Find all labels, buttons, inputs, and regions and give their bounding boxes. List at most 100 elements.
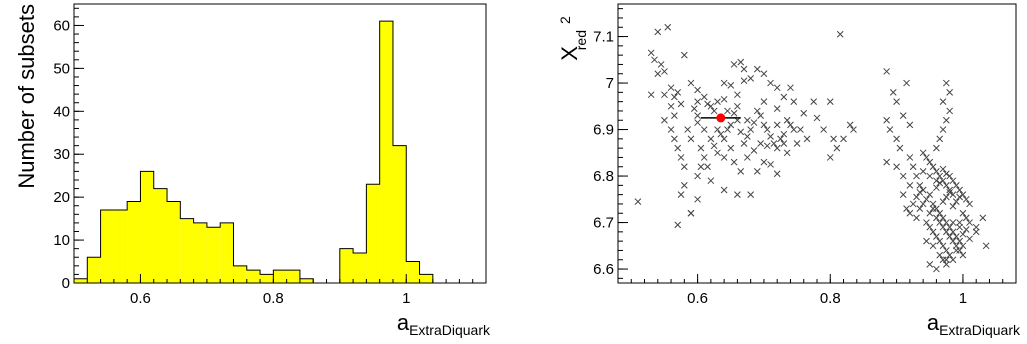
scatter-point	[743, 154, 751, 161]
scatter-point	[972, 228, 980, 236]
scatter-point	[654, 70, 662, 78]
scatter-point	[694, 119, 701, 126]
scatter-point	[687, 79, 695, 87]
scatter-point	[959, 209, 967, 217]
scatter-point	[677, 100, 685, 108]
scatter-point	[942, 219, 950, 226]
scatter-point	[926, 191, 934, 199]
scatter-point	[671, 112, 678, 119]
scatter-point	[952, 233, 960, 240]
scatter-point	[730, 158, 738, 166]
histogram-bar	[406, 261, 420, 283]
scatter-point	[767, 133, 774, 140]
scatter-point	[956, 193, 963, 201]
scatter-y-axis-label-superscript: 2	[557, 16, 573, 24]
scatter-x-axis-label: aExtraDiquark	[927, 310, 1021, 338]
scatter-point	[734, 102, 741, 110]
scatter-point	[813, 114, 821, 122]
scatter-point	[651, 56, 658, 64]
scatter-highlight-point	[716, 113, 726, 123]
scatter-point	[714, 149, 721, 157]
scatter-point	[740, 65, 748, 73]
scatter-point	[923, 154, 930, 161]
scatter-x-tick-label: 0.6	[687, 290, 708, 307]
scatter-point	[747, 126, 755, 133]
scatter-point	[724, 107, 731, 115]
scatter-point	[753, 168, 761, 175]
histogram-bar	[366, 184, 380, 283]
scatter-point	[962, 195, 970, 203]
scatter-point	[717, 130, 725, 138]
scatter-point	[704, 163, 711, 171]
scatter-point	[690, 105, 698, 112]
scatter-point	[883, 116, 891, 124]
histogram-y-tick-label: 50	[53, 60, 70, 77]
scatter-point	[830, 135, 837, 143]
scatter-point	[939, 165, 947, 173]
scatter-point	[694, 112, 701, 119]
scatter-axes: 0.6 0.8 1 6.6 6.7 6.8 6.9 7 7.1	[593, 8, 1017, 307]
scatter-point	[942, 256, 950, 264]
scatter-chart: 0.6 0.8 1 6.6 6.7 6.8 6.9 7 7.1 X 2 red aExtraDi…	[557, 3, 1021, 338]
scatter-point	[899, 112, 907, 119]
histogram-x-axis-label: aExtraDiquark	[397, 310, 491, 338]
scatter-point	[959, 191, 967, 199]
scatter-point	[720, 154, 728, 161]
scatter-point	[694, 195, 701, 203]
scatter-point	[909, 163, 917, 171]
scatter-point	[773, 144, 781, 152]
scatter-point	[747, 191, 755, 199]
scatter-point	[763, 142, 771, 150]
scatter-point	[906, 209, 914, 217]
scatter-y-tick-label: 6.7	[593, 215, 614, 232]
scatter-point	[820, 126, 827, 133]
scatter-point	[674, 221, 682, 229]
histogram-y-tick-label: 40	[53, 103, 70, 120]
scatter-point	[949, 202, 957, 210]
histogram-bar	[206, 227, 221, 283]
scatter-point	[942, 228, 950, 236]
scatter-point	[833, 144, 841, 152]
scatter-point	[946, 172, 954, 180]
scatter-point	[697, 144, 705, 152]
scatter-point	[747, 75, 755, 82]
scatter-y-tick-label: 6.8	[593, 168, 614, 185]
scatter-point	[724, 126, 731, 133]
scatter-point	[883, 68, 891, 75]
scatter-y-axis-label: X	[557, 46, 582, 61]
scatter-point	[753, 107, 761, 115]
histogram-x-axis-label-main: a	[397, 310, 410, 335]
histogram-bar	[220, 222, 234, 283]
scatter-point	[926, 209, 934, 217]
scatter-frame	[617, 3, 1017, 284]
scatter-point	[787, 121, 794, 129]
scatter-x-axis-label-subscript: ExtraDiquark	[939, 322, 1021, 338]
scatter-point	[939, 98, 947, 106]
scatter-point	[933, 214, 940, 222]
histogram-bar	[127, 201, 141, 283]
scatter-point	[893, 135, 900, 143]
scatter-point	[671, 93, 678, 101]
scatter-point	[903, 205, 910, 212]
scatter-point	[661, 68, 668, 75]
scatter-point	[893, 163, 900, 171]
scatter-y-tick-label: 6.9	[593, 122, 614, 139]
scatter-point	[707, 177, 715, 185]
scatter-point	[896, 144, 904, 152]
scatter-point	[933, 144, 940, 152]
scatter-point	[730, 109, 738, 117]
scatter-point	[949, 219, 957, 226]
scatter-point	[962, 214, 970, 222]
scatter-point	[687, 209, 695, 217]
scatter-point	[661, 116, 668, 124]
scatter-point	[790, 98, 798, 106]
scatter-point	[757, 140, 764, 147]
scatter-point	[903, 79, 910, 87]
scatter-point	[780, 93, 788, 101]
histogram-y-tick-label: 60	[53, 17, 70, 34]
scatter-point	[956, 223, 963, 231]
scatter-point	[919, 149, 927, 157]
scatter-point	[760, 121, 768, 129]
